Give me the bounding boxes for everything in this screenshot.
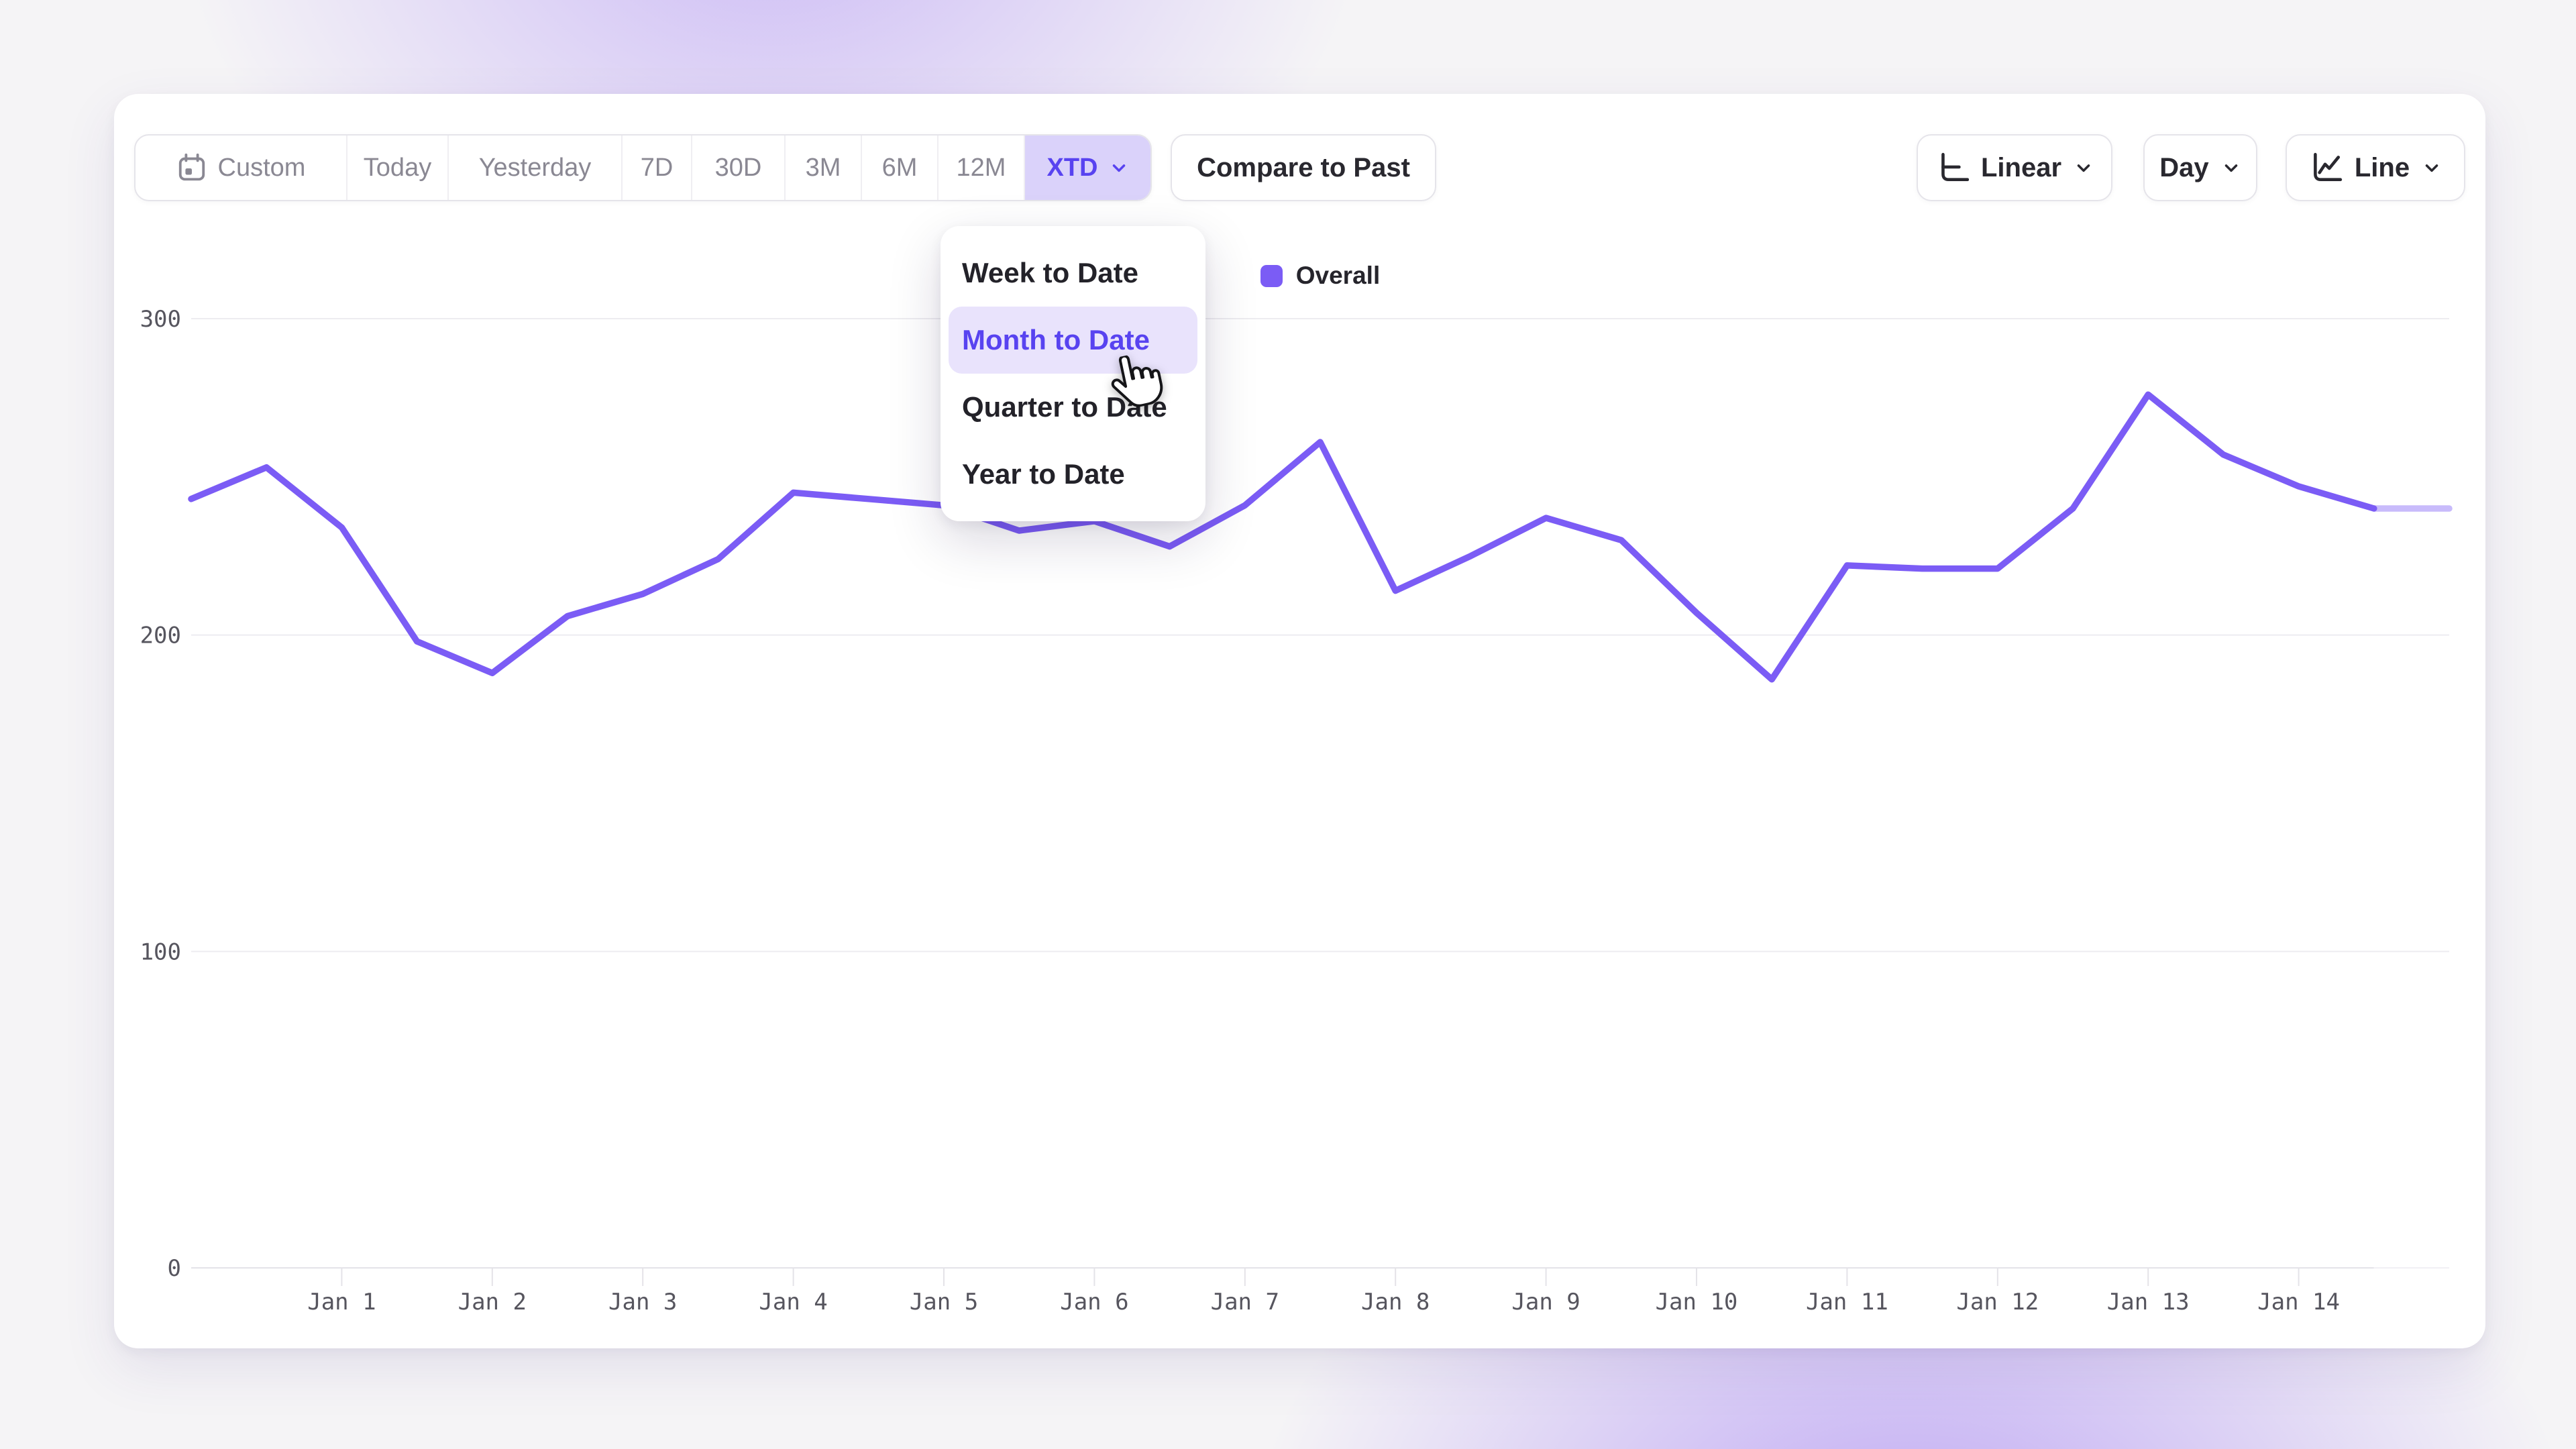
range-today-button[interactable]: Today	[346, 136, 447, 200]
svg-text:300: 300	[140, 306, 181, 333]
range-custom-label: Custom	[217, 153, 306, 182]
range-30d-button[interactable]: 30D	[691, 136, 784, 200]
granularity-select[interactable]: Day	[2143, 134, 2257, 201]
svg-text:Jan 7: Jan 7	[1211, 1289, 1279, 1316]
legend-label: Overall	[1295, 262, 1381, 289]
range-12m-button[interactable]: 12M	[937, 136, 1024, 200]
chart-type-select[interactable]: Line	[2286, 134, 2465, 201]
svg-text:Jan 5: Jan 5	[910, 1289, 978, 1316]
scale-select[interactable]: Linear	[1917, 134, 2112, 201]
cursor-pointer-icon	[1108, 354, 1163, 411]
svg-text:Jan 13: Jan 13	[2107, 1289, 2190, 1316]
compare-to-past-button[interactable]: Compare to Past	[1171, 134, 1436, 201]
svg-text:200: 200	[140, 623, 181, 649]
toolbar: Custom Today Yesterday 7D 30D 3M 6M 12M …	[134, 134, 2465, 201]
toolbar-spacer	[1436, 134, 1917, 201]
axis-scale-icon	[1935, 151, 1969, 184]
menu-item-year-to-date[interactable]: Year to Date	[962, 458, 1125, 490]
svg-text:Jan 2: Jan 2	[458, 1289, 527, 1316]
range-6m-button[interactable]: 6M	[861, 136, 937, 200]
line-chart-icon	[2309, 151, 2343, 184]
calendar-icon	[176, 152, 207, 183]
line-chart: 0 100 200 300 Jan 1 Jan 2 Jan 3 Jan 4 Jan 5 Jan 6…	[140, 306, 2453, 1316]
svg-text:Jan 3: Jan 3	[608, 1289, 677, 1316]
analytics-chart-card: Custom Today Yesterday 7D 30D 3M 6M 12M …	[114, 94, 2485, 1348]
svg-text:0: 0	[168, 1255, 181, 1282]
chart-legend: Overall	[191, 262, 2449, 290]
svg-text:Jan 6: Jan 6	[1060, 1289, 1128, 1316]
range-3m-button[interactable]: 3M	[784, 136, 861, 200]
svg-text:Jan 12: Jan 12	[1956, 1289, 2039, 1316]
menu-item-month-to-date[interactable]: Month to Date	[949, 307, 1197, 374]
chevron-down-icon	[2221, 158, 2241, 178]
chevron-down-icon	[2074, 158, 2094, 178]
range-7d-button[interactable]: 7D	[621, 136, 691, 200]
svg-text:Jan 11: Jan 11	[1806, 1289, 1888, 1316]
chevron-down-icon	[2422, 158, 2442, 178]
range-xtd-button[interactable]: XTD	[1024, 136, 1150, 200]
legend-color-swatch	[1260, 264, 1283, 287]
svg-text:Jan 1: Jan 1	[307, 1289, 376, 1316]
xtd-dropdown-menu: Week to Date Month to Date Quarter to Da…	[941, 226, 1205, 521]
chevron-down-icon	[1109, 158, 1129, 178]
svg-text:Jan 8: Jan 8	[1361, 1289, 1430, 1316]
menu-item-quarter-to-date[interactable]: Quarter to Date	[962, 391, 1167, 423]
range-custom-button[interactable]: Custom	[136, 136, 346, 200]
date-range-segmented-control: Custom Today Yesterday 7D 30D 3M 6M 12M …	[134, 134, 1152, 201]
range-yesterday-button[interactable]: Yesterday	[447, 136, 621, 200]
svg-text:Jan 9: Jan 9	[1511, 1289, 1580, 1316]
menu-item-week-to-date[interactable]: Week to Date	[962, 257, 1138, 288]
svg-text:Jan 14: Jan 14	[2257, 1289, 2340, 1316]
svg-text:100: 100	[140, 938, 181, 965]
svg-text:Jan 4: Jan 4	[759, 1289, 827, 1316]
svg-text:Jan 10: Jan 10	[1656, 1289, 1738, 1316]
